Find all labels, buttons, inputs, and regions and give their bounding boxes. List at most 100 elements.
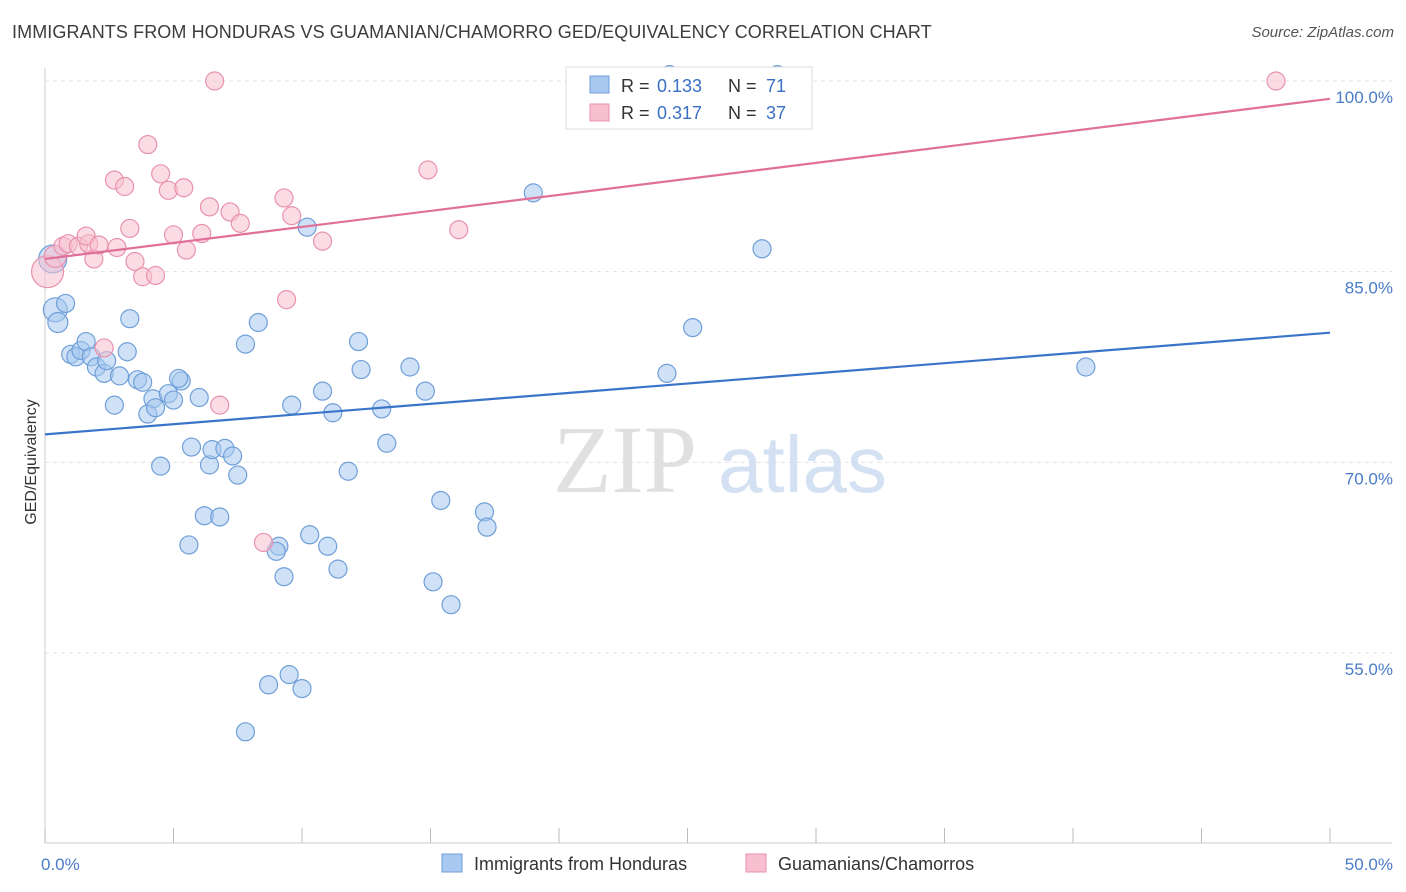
data-point xyxy=(210,395,230,415)
data-point xyxy=(248,312,268,333)
series-legend-label-honduras: Immigrants from Honduras xyxy=(474,854,687,874)
data-point xyxy=(282,206,302,226)
data-point xyxy=(418,160,438,180)
data-point xyxy=(179,535,199,555)
trend-line-blue xyxy=(44,331,1331,436)
data-point xyxy=(210,507,230,527)
data-point xyxy=(441,595,461,615)
data-point xyxy=(282,395,302,415)
data-point xyxy=(449,220,469,240)
data-point xyxy=(47,311,69,334)
legend-n-label-2: N = xyxy=(728,103,757,123)
trend-line-pink xyxy=(44,97,1331,261)
data-point xyxy=(276,290,297,310)
data-point xyxy=(415,381,435,401)
data-point xyxy=(1076,357,1096,377)
data-point xyxy=(181,437,202,457)
y-tick-label-70: 70.0% xyxy=(1345,469,1393,488)
data-point xyxy=(657,363,677,383)
data-point xyxy=(235,722,256,742)
legend-n-value-1: 71 xyxy=(766,76,786,96)
data-point xyxy=(348,331,369,352)
data-point xyxy=(120,218,140,239)
data-point xyxy=(235,334,256,354)
data-point xyxy=(133,372,153,392)
legend-r-value-1: 0.133 xyxy=(657,76,702,96)
data-point xyxy=(174,178,194,198)
data-point xyxy=(752,239,772,259)
data-point xyxy=(431,490,451,511)
data-point xyxy=(228,465,248,485)
y-tick-label-100: 100.0% xyxy=(1335,88,1393,107)
legend-n-value-2: 37 xyxy=(766,103,786,123)
data-point xyxy=(477,517,497,537)
data-point xyxy=(274,567,294,587)
data-point xyxy=(683,317,703,338)
data-point xyxy=(400,357,420,377)
gridlines xyxy=(45,80,1392,654)
legend-swatch-blue xyxy=(589,75,610,94)
data-point xyxy=(279,665,299,685)
data-point xyxy=(125,251,145,272)
y-tick-label-85: 85.0% xyxy=(1345,279,1393,298)
legend-r-value-2: 0.317 xyxy=(657,103,702,123)
data-point xyxy=(312,231,333,251)
data-point xyxy=(338,461,358,481)
data-point xyxy=(151,456,171,476)
trend-lines xyxy=(44,97,1331,436)
data-point xyxy=(55,293,76,314)
y-axis-label: GED/Equivalency xyxy=(23,399,40,524)
data-point xyxy=(274,188,294,208)
source-credit: Source: ZipAtlas.com xyxy=(1251,24,1394,41)
data-point xyxy=(120,309,140,329)
stats-legend: R = 0.133 N = 71 R = 0.317 N = 37 xyxy=(565,66,813,130)
data-point xyxy=(163,390,184,410)
axes xyxy=(44,68,1392,844)
x-tick-label-0: 0.0% xyxy=(41,855,80,874)
data-point xyxy=(292,678,312,699)
data-point xyxy=(176,240,196,260)
watermark-zip: ZIP xyxy=(553,406,697,513)
data-point xyxy=(328,559,348,579)
data-point xyxy=(258,675,279,695)
series-honduras-points xyxy=(38,65,1096,742)
data-point xyxy=(104,395,124,415)
legend-r-label-2: R = xyxy=(621,103,650,123)
data-point xyxy=(312,381,333,401)
data-point xyxy=(318,536,338,556)
data-point xyxy=(205,71,225,91)
data-point xyxy=(169,368,189,389)
data-point xyxy=(94,338,114,358)
data-point xyxy=(230,213,250,233)
data-point xyxy=(151,164,171,184)
series-guamanian-points xyxy=(30,71,1286,553)
series-legend-label-guamanian: Guamanians/Chamorros xyxy=(778,854,974,874)
series-legend-swatch-blue xyxy=(441,853,463,873)
watermark-atlas: atlas xyxy=(718,420,887,509)
data-point xyxy=(117,342,137,362)
x-tick-label-1: 50.0% xyxy=(1345,855,1393,874)
data-point xyxy=(138,134,158,155)
data-point xyxy=(1266,71,1286,91)
data-point xyxy=(115,176,135,197)
data-point xyxy=(145,398,166,418)
chart-title: IMMIGRANTS FROM HONDURAS VS GUAMANIAN/CH… xyxy=(12,22,932,42)
data-point xyxy=(377,433,397,453)
data-point xyxy=(223,446,243,466)
legend-swatch-pink xyxy=(589,103,610,122)
series-legend-swatch-pink xyxy=(745,853,767,873)
y-tick-label-55: 55.0% xyxy=(1345,660,1393,679)
tick-labels: 55.0% 70.0% 85.0% 100.0% 0.0% 50.0% xyxy=(41,88,1393,874)
data-point xyxy=(351,359,371,380)
data-point xyxy=(145,265,166,286)
data-point xyxy=(300,525,320,545)
data-point xyxy=(107,237,127,258)
watermark: ZIP atlas xyxy=(553,406,887,513)
data-point xyxy=(189,387,209,408)
data-point xyxy=(199,197,220,217)
data-point xyxy=(423,572,443,592)
legend-r-label-1: R = xyxy=(621,76,650,96)
series-legend: Immigrants from Honduras Guamanians/Cham… xyxy=(441,853,974,874)
legend-n-label-1: N = xyxy=(728,76,757,96)
